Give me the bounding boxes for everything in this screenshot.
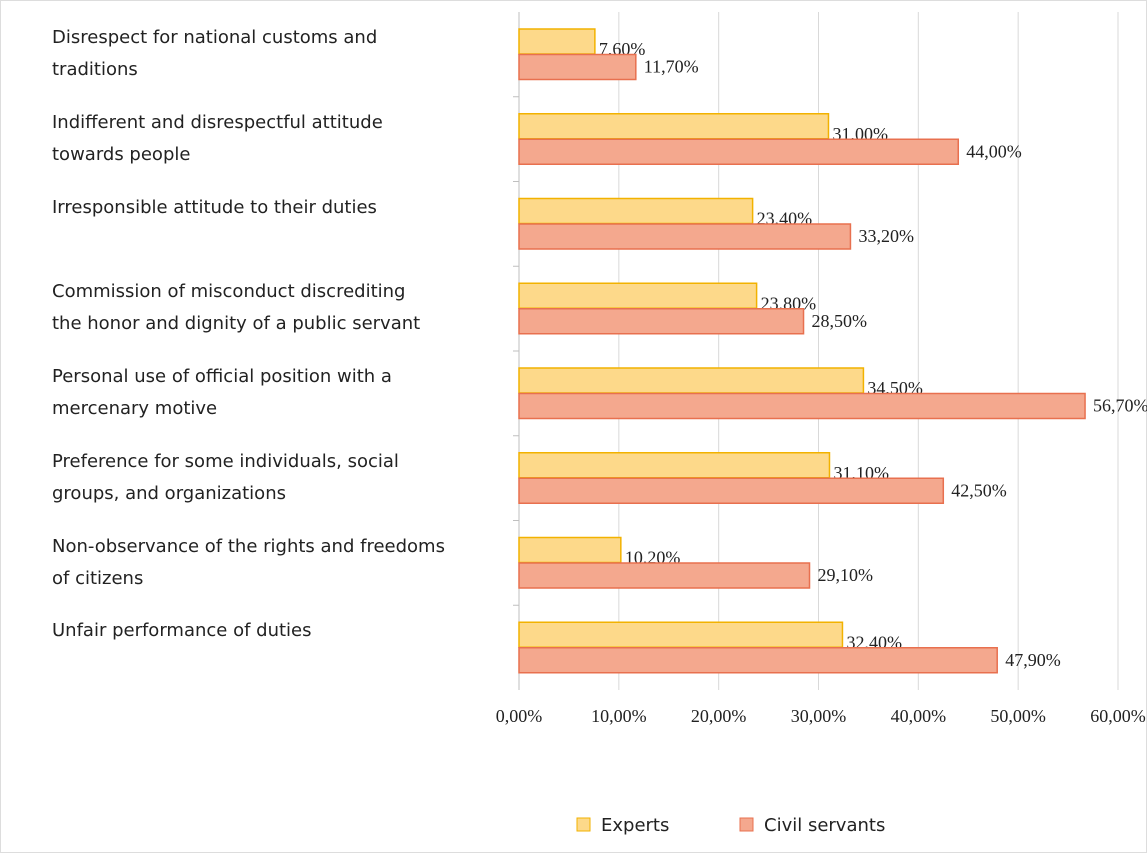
x-tick-label: 60,00% xyxy=(1090,706,1146,726)
data-label: 56,70% xyxy=(1093,396,1147,416)
bar xyxy=(518,536,622,564)
bar xyxy=(518,562,811,589)
bar xyxy=(518,28,596,55)
category-label: Disrespect for national customs and trad… xyxy=(52,27,378,80)
x-tick-label: 50,00% xyxy=(990,706,1046,726)
data-label: 28,50% xyxy=(812,311,868,331)
data-label: 47,90% xyxy=(1005,650,1061,670)
bar xyxy=(518,647,998,674)
bar xyxy=(518,53,637,81)
bar xyxy=(518,392,1086,420)
bar xyxy=(518,197,754,225)
category-label: Non-observance of the rights and freedom… xyxy=(52,535,445,589)
legend-label: Experts xyxy=(601,815,669,836)
data-label: 29,10% xyxy=(818,565,874,585)
category-label: Indifferent and disrespectful attitude t… xyxy=(52,111,383,165)
x-tick-label: 0,00% xyxy=(496,706,543,726)
bar xyxy=(518,621,844,648)
bar xyxy=(518,223,852,250)
bar xyxy=(518,282,758,309)
category-label: Unfair performance of duties xyxy=(52,620,312,642)
category-label: Preference for some individuals, social … xyxy=(52,450,399,504)
bar xyxy=(518,308,805,335)
legend-label: Civil servants xyxy=(764,815,885,836)
category-label: Commission of misconduct discrediting th… xyxy=(52,281,421,335)
data-label: 11,70% xyxy=(644,57,699,77)
x-tick-label: 20,00% xyxy=(691,706,747,726)
data-label: 42,50% xyxy=(951,480,1007,500)
category-label: Personal use of official position with a… xyxy=(52,366,392,419)
bar xyxy=(518,477,945,504)
x-tick-label: 40,00% xyxy=(891,706,947,726)
x-tick-label: 30,00% xyxy=(791,706,847,726)
legend-swatch xyxy=(576,817,591,832)
bar xyxy=(518,452,831,479)
data-label: 33,20% xyxy=(858,226,914,246)
legend-swatch xyxy=(739,817,754,832)
category-label: Irresponsible attitude to their duties xyxy=(52,196,377,218)
bar xyxy=(518,367,865,394)
x-tick-label: 10,00% xyxy=(591,706,647,726)
bar xyxy=(518,113,830,140)
data-label: 44,00% xyxy=(966,141,1022,161)
bar xyxy=(518,138,960,165)
